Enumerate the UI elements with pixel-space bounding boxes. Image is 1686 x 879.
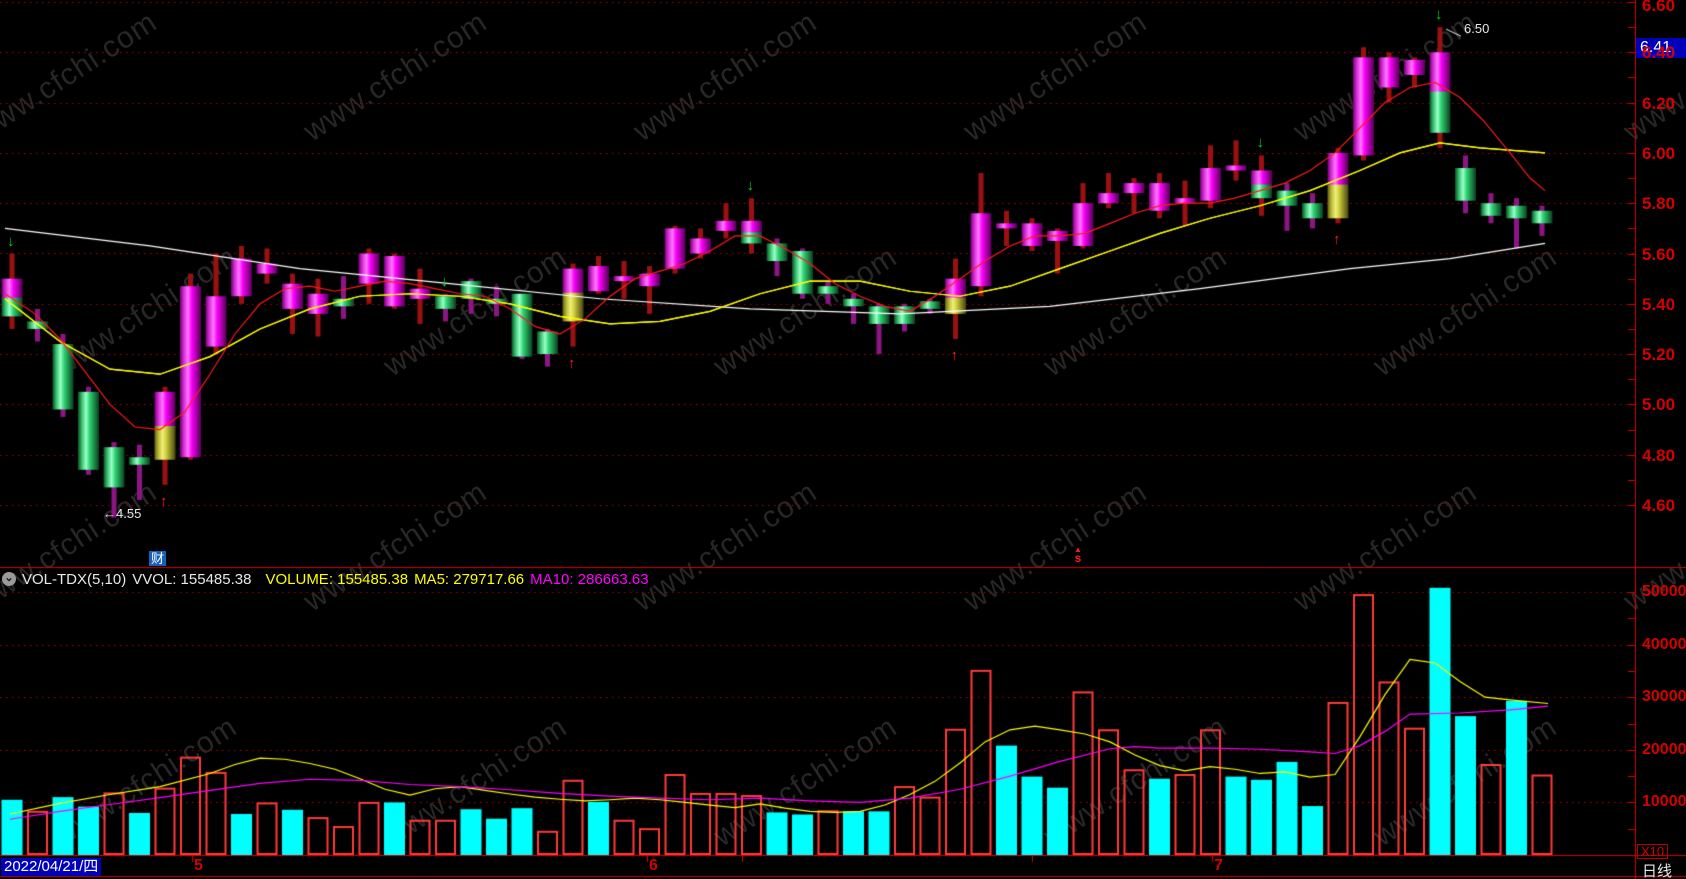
buy-signal-arrow: ↑ bbox=[160, 492, 168, 510]
month-label: 6 bbox=[649, 857, 658, 874]
event-marker-s-label: s bbox=[1074, 551, 1082, 565]
selected-date-label: 2022/04/21/四 bbox=[1, 858, 102, 876]
indicator-ma10-value: MA10: 286663.63 bbox=[530, 570, 649, 588]
sell-signal-arrow: ↓ bbox=[7, 232, 15, 250]
price-tick-label: 5.80 bbox=[1642, 194, 1676, 214]
month-label: 7 bbox=[1214, 857, 1223, 874]
caret-up-icon: ▲ bbox=[1074, 545, 1082, 554]
volume-indicator-header: ⌄ VOL-TDX(5,10) VVOL: 155485.38 VOLUME: … bbox=[2, 570, 649, 588]
indicator-ma5-value: MA5: 279717.66 bbox=[414, 570, 525, 588]
month-label: 5 bbox=[194, 857, 203, 874]
volume-tick-label: 10000 bbox=[1642, 793, 1686, 811]
price-tick-label: 5.20 bbox=[1642, 345, 1676, 365]
last-price-badge: 6.41 bbox=[1636, 38, 1686, 58]
price-tick-label: 4.80 bbox=[1642, 445, 1676, 465]
buy-signal-arrow: ↑ bbox=[568, 354, 576, 372]
volume-tick-label: 20000 bbox=[1642, 740, 1686, 758]
event-marker-cai[interactable]: 财 bbox=[149, 551, 167, 566]
indicator-name[interactable]: VOL-TDX(5,10) bbox=[22, 570, 127, 588]
volume-tick-label: 50000 bbox=[1642, 583, 1686, 600]
price-tick-label: 5.00 bbox=[1642, 395, 1676, 415]
indicator-volume-value: VOLUME: 155485.38 bbox=[265, 570, 409, 588]
price-tick-label: 4.60 bbox=[1642, 496, 1676, 515]
price-tick-label: 6.60 bbox=[1642, 0, 1676, 15]
volume-tick-label: 40000 bbox=[1642, 635, 1686, 653]
sell-signal-arrow: ↓ bbox=[440, 272, 449, 290]
buy-signal-arrow: ↑ bbox=[950, 347, 959, 364]
price-tick-label: 6.00 bbox=[1642, 143, 1676, 163]
sell-signal-arrow: ↓ bbox=[1435, 6, 1443, 24]
volume-multiplier-label: X10 bbox=[1637, 844, 1669, 859]
price-tick-label: 5.60 bbox=[1642, 244, 1676, 264]
sell-signal-arrow: ↓ bbox=[1256, 134, 1265, 152]
event-marker-s[interactable]: ▲ s bbox=[1074, 545, 1082, 565]
collapse-indicator-icon[interactable]: ⌄ bbox=[2, 572, 16, 586]
price-tick-label: 5.40 bbox=[1642, 294, 1676, 314]
buy-signal-arrow: ↑ bbox=[1333, 231, 1341, 249]
price-tick-label: 6.20 bbox=[1642, 93, 1676, 113]
high-price-annotation: 6.50 bbox=[1464, 21, 1490, 36]
indicator-vvol-value: VVOL: 155485.38 bbox=[132, 570, 252, 588]
volume-tick-label: 30000 bbox=[1642, 688, 1686, 706]
price-tick-label: 6.40 bbox=[1642, 43, 1676, 63]
sell-signal-arrow: ↓ bbox=[746, 177, 755, 195]
period-label[interactable]: 日线 bbox=[1642, 863, 1673, 879]
low-price-annotation: ←4.55 bbox=[103, 506, 142, 521]
